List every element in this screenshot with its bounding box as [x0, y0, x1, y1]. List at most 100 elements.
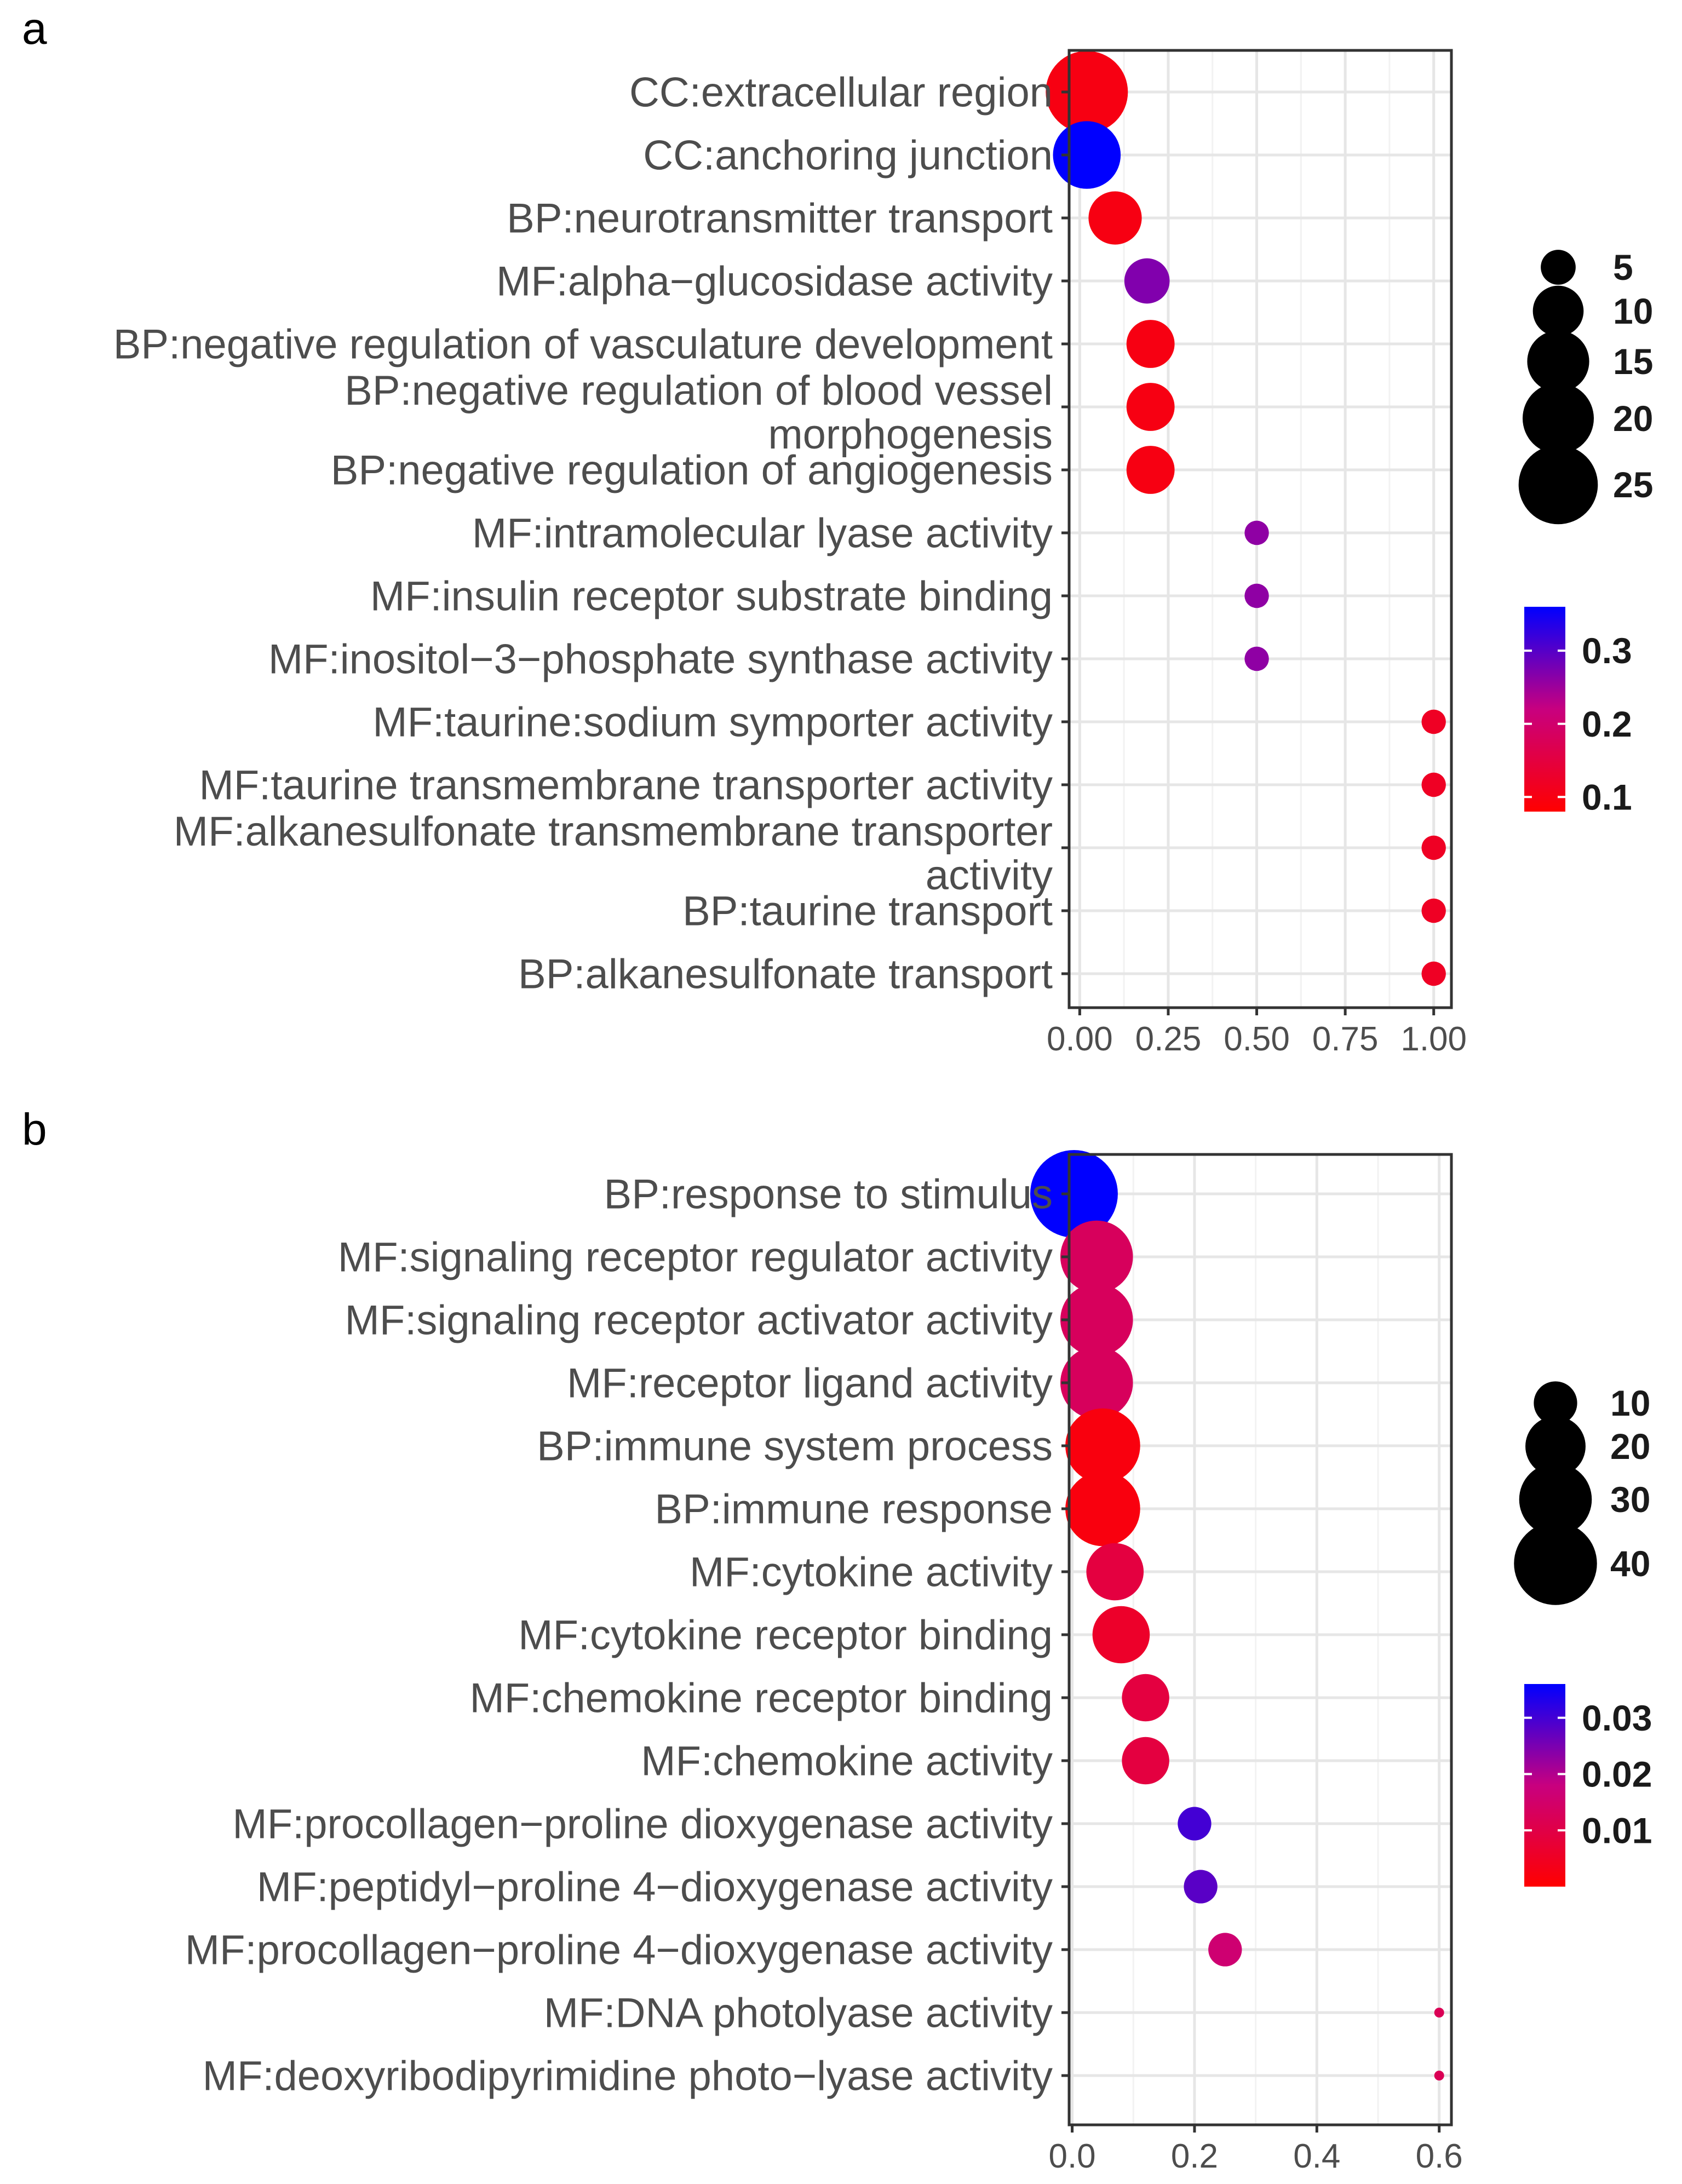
color-legend-label: 0.2: [1582, 704, 1632, 744]
data-point: [1421, 709, 1446, 734]
size-legend-label: 30: [1610, 1479, 1650, 1520]
term-label: MF:taurine transmembrane transporter act…: [199, 762, 1053, 809]
size-legend-key: [1541, 250, 1576, 285]
size-legend-key: [1534, 1381, 1577, 1425]
size-legend-key: [1519, 1463, 1592, 1536]
data-point: [1434, 2008, 1444, 2018]
term-label: BP:negative regulation of vasculature de…: [113, 321, 1053, 368]
data-point: [1421, 898, 1446, 923]
color-legend-label: 0.01: [1582, 1810, 1652, 1850]
size-legend-key: [1518, 445, 1598, 525]
term-label: MF:taurine:sodium symporter activity: [372, 699, 1053, 746]
size-legend-key: [1532, 285, 1584, 337]
size-legend-label: 20: [1610, 1426, 1650, 1467]
term-label: MF:procollagen−proline dioxygenase activ…: [232, 1801, 1053, 1848]
size-legend-label: 5: [1613, 247, 1633, 288]
color-legend-bar: [1524, 1684, 1565, 1887]
term-label: MF:cytokine receptor binding: [518, 1612, 1053, 1659]
size-legend-label: 25: [1613, 464, 1653, 505]
term-label: MF:DNA photolyase activity: [544, 1990, 1053, 2037]
term-label: MF:chemokine receptor binding: [469, 1675, 1053, 1722]
size-legend-key: [1514, 1522, 1597, 1605]
term-label: MF:inositol−3−phosphate synthase activit…: [268, 636, 1053, 683]
data-point: [1088, 191, 1142, 245]
data-point: [1208, 1933, 1242, 1967]
term-label-line: BP:negative regulation of blood vessel: [345, 367, 1053, 414]
data-point: [1122, 1674, 1169, 1722]
panel-letter: a: [22, 4, 47, 54]
term-label: MF:receptor ligand activity: [567, 1360, 1053, 1407]
data-point: [1060, 1220, 1133, 1294]
color-legend-label: 0.03: [1582, 1698, 1652, 1738]
size-legend-label: 10: [1610, 1383, 1650, 1423]
term-label-line: MF:alkanesulfonate transmembrane transpo…: [174, 808, 1053, 855]
plot-border: [1067, 49, 1453, 1009]
term-label: CC:extracellular region: [629, 70, 1053, 116]
panel-a: a CC:extracellular region CC:anchoring jun…: [22, 4, 1653, 1058]
x-tick-label: 0.00: [1047, 1020, 1113, 1058]
term-label: MF:signaling receptor regulator activity: [338, 1234, 1053, 1281]
term-label: MF:alpha−glucosidase activity: [496, 258, 1053, 305]
size-legend-label: 40: [1610, 1543, 1650, 1584]
term-label: BP:alkanesulfonate transport: [518, 951, 1053, 998]
color-legend-label: 0.02: [1582, 1754, 1652, 1795]
term-label: BP:immune response: [655, 1486, 1053, 1533]
term-label: BP:response to stimulus: [604, 1171, 1053, 1218]
data-point: [1178, 1807, 1212, 1841]
term-label: BP:negative regulation of angiogenesis: [331, 447, 1053, 494]
color-legend-label: 0.3: [1582, 630, 1632, 671]
size-legend-key: [1527, 330, 1589, 393]
term-label: MF:intramolecular lyase activity: [472, 510, 1053, 557]
x-tick-label: 1.00: [1400, 1020, 1467, 1058]
data-point: [1126, 320, 1175, 368]
term-label: MF:deoxyribodipyrimidine photo−lyase act…: [203, 2053, 1053, 2100]
size-legend-key: [1525, 1416, 1586, 1476]
term-label: BP:neurotransmitter transport: [507, 196, 1053, 242]
data-point: [1086, 1543, 1144, 1601]
x-tick-label: 0.75: [1312, 1020, 1379, 1058]
data-point: [1065, 1471, 1140, 1547]
data-point: [1244, 520, 1269, 545]
plot-border: [1067, 1153, 1453, 2126]
term-label: BP:taurine transport: [682, 888, 1053, 935]
data-point: [1421, 961, 1446, 986]
term-label: MF:insulin receptor substrate binding: [370, 573, 1053, 620]
term-label: MF:peptidyl−proline 4−dioxygenase activi…: [257, 1864, 1053, 1911]
term-label-line: activity: [926, 852, 1053, 899]
data-point: [1092, 1606, 1150, 1664]
data-point: [1060, 1346, 1133, 1419]
term-label: CC:anchoring junction: [643, 133, 1053, 179]
x-tick-label: 0.6: [1416, 2137, 1463, 2175]
size-legend-label: 10: [1613, 291, 1653, 331]
term-label: BP:negative regulation of blood vessel mo…: [345, 367, 1053, 458]
term-label-line: morphogenesis: [768, 411, 1053, 458]
data-point: [1126, 383, 1175, 431]
term-label: MF:signaling receptor activator activity: [345, 1297, 1053, 1344]
data-point: [1122, 1737, 1169, 1785]
term-label: MF:procollagen−proline 4−dioxygenase act…: [185, 1927, 1053, 1974]
x-tick-label: 0.0: [1048, 2137, 1095, 2175]
term-label: MF:cytokine activity: [690, 1549, 1053, 1596]
color-legend-label: 0.1: [1582, 777, 1632, 817]
data-point: [1046, 51, 1128, 133]
panel-b: b BP:response to stimulus MF:signaling rec…: [22, 1105, 1652, 2175]
data-point: [1184, 1870, 1218, 1904]
data-point: [1065, 1408, 1140, 1484]
data-point: [1060, 1283, 1133, 1357]
x-tick-label: 0.2: [1171, 2137, 1218, 2175]
data-point: [1124, 258, 1170, 304]
data-point: [1030, 1150, 1118, 1238]
data-point: [1244, 646, 1269, 671]
data-point: [1434, 2071, 1444, 2080]
size-legend-label: 15: [1613, 341, 1653, 382]
data-point: [1244, 583, 1269, 608]
data-point: [1421, 772, 1446, 797]
size-legend-label: 20: [1613, 398, 1653, 439]
data-point: [1126, 446, 1175, 494]
x-tick-label: 0.50: [1224, 1020, 1290, 1058]
x-tick-label: 0.25: [1135, 1020, 1202, 1058]
term-label: MF:chemokine activity: [641, 1738, 1053, 1785]
term-label: BP:immune system process: [537, 1423, 1053, 1470]
color-legend-bar: [1524, 607, 1565, 812]
